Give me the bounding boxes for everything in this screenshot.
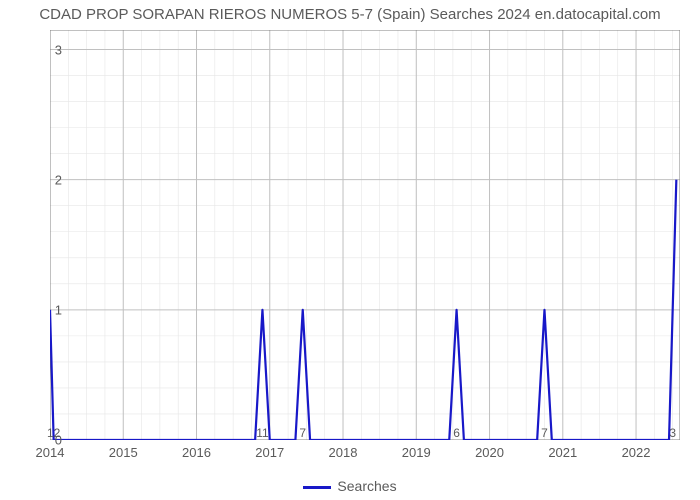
x-tick-label: 2022	[622, 445, 651, 460]
y-tick-label: 2	[55, 172, 62, 187]
legend: Searches	[0, 478, 700, 494]
x-tick-label: 2018	[329, 445, 358, 460]
value-label: 6	[453, 426, 460, 440]
plot-area	[50, 30, 680, 440]
legend-swatch	[303, 486, 331, 489]
x-tick-label: 2017	[255, 445, 284, 460]
searches-chart: CDAD PROP SORAPAN RIEROS NUMEROS 5-7 (Sp…	[0, 0, 700, 500]
legend-label: Searches	[337, 478, 396, 494]
x-tick-label: 2016	[182, 445, 211, 460]
chart-title: CDAD PROP SORAPAN RIEROS NUMEROS 5-7 (Sp…	[0, 6, 700, 23]
y-tick-label: 3	[55, 42, 62, 57]
value-label: 12	[47, 426, 60, 440]
x-tick-label: 2015	[109, 445, 138, 460]
value-label: 11	[256, 426, 268, 440]
value-label: 7	[299, 426, 306, 440]
value-label: 7	[541, 426, 548, 440]
x-tick-label: 2021	[548, 445, 577, 460]
x-tick-label: 2014	[36, 445, 65, 460]
x-tick-label: 2019	[402, 445, 431, 460]
y-tick-label: 1	[55, 302, 62, 317]
value-label: 3	[669, 426, 676, 440]
x-tick-label: 2020	[475, 445, 504, 460]
